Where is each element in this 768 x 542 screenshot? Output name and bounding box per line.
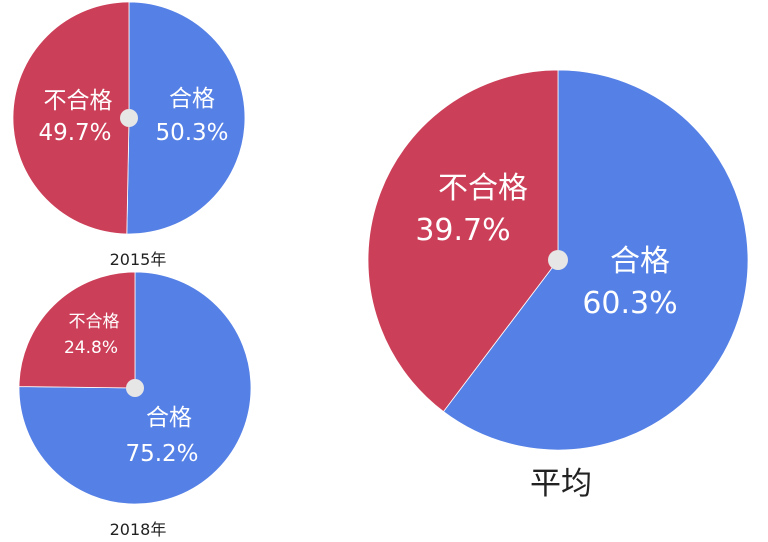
pie-chart-2015: 不合格 49.7% 合格 50.3% 2015年 [12,1,246,269]
slice-value-pass-2018: 75.2% [125,441,198,467]
slice-value-pass-2015: 50.3% [155,120,228,146]
pie-chart-average: 不合格 39.7% 合格 60.3% 平均 [367,69,749,502]
slice-value-fail-average: 39.7% [415,213,510,248]
slice-value-fail-2018: 24.8% [64,338,118,358]
slice-label-pass-2015: 合格 [169,86,215,112]
chart-title-2018: 2018年 [110,520,167,539]
pie-slice-pass-2015 [126,1,246,235]
pie-chart-2018: 不合格 24.8% 合格 75.2% 2018年 [18,271,252,539]
pie-slice-pass-2018 [18,271,252,505]
pie-slice-fail-2015 [12,1,130,235]
chart-title-average: 平均 [530,466,592,502]
slice-value-pass-average: 60.3% [582,286,677,321]
pie-slice-fail-2018 [18,271,136,389]
pie-slice-pass-average [442,69,749,451]
slice-label-fail-2018: 不合格 [69,312,120,332]
pie-center-dot-average [548,250,568,270]
pie-slice-fail-average [367,69,559,413]
chart-title-2015: 2015年 [110,250,167,269]
slice-label-pass-2018: 合格 [146,405,192,431]
pie-center-dot-2018 [126,379,144,397]
pie-center-dot-2015 [120,109,138,127]
slice-label-pass-average: 合格 [610,244,670,279]
slice-label-fail-average: 不合格 [438,171,528,206]
slice-label-fail-2015: 不合格 [44,88,113,114]
slice-value-fail-2015: 49.7% [38,120,111,146]
